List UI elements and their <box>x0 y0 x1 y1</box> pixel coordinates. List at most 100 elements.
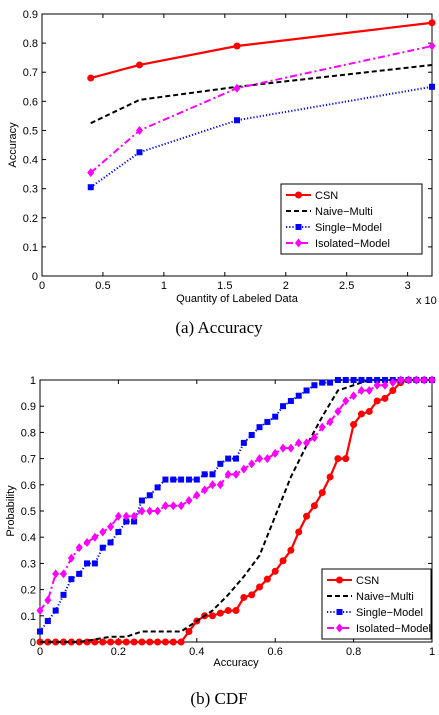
data-point <box>381 394 389 402</box>
data-point <box>76 570 83 577</box>
data-point <box>122 638 130 646</box>
series-naive-multi <box>90 63 433 125</box>
x-tick-label: 0.8 <box>346 646 361 658</box>
x-tick-label: 0.5 <box>95 280 110 292</box>
data-point <box>327 379 334 386</box>
data-point <box>201 485 209 495</box>
data-point <box>357 410 365 418</box>
data-point <box>279 443 287 453</box>
data-point <box>123 518 130 525</box>
data-point <box>83 537 91 547</box>
data-point <box>154 638 162 646</box>
data-point <box>107 638 115 646</box>
data-point <box>365 385 373 395</box>
data-point <box>263 575 271 583</box>
series-isolated-model <box>36 375 436 616</box>
data-point <box>201 471 208 478</box>
data-point <box>52 569 60 579</box>
data-point <box>420 375 428 385</box>
data-point <box>233 455 239 462</box>
legend-entry: Naive−Multi <box>315 206 373 218</box>
x-multiplier-label: x 10 <box>416 295 437 307</box>
data-point <box>67 553 75 563</box>
legend-entry: Isolated−Model <box>315 238 390 250</box>
data-point <box>373 380 381 390</box>
data-point <box>404 375 412 385</box>
y-tick-label: 1 <box>30 375 36 387</box>
data-point <box>224 469 232 479</box>
y-axis-label: Probability <box>5 485 17 537</box>
x-tick-label: 0 <box>39 280 45 292</box>
data-point <box>178 476 185 483</box>
y-tick-label: 0.2 <box>23 213 38 225</box>
data-point <box>107 539 114 546</box>
data-point <box>248 591 256 599</box>
data-point <box>389 386 397 394</box>
y-tick-label: 0.8 <box>23 38 38 50</box>
data-point <box>185 476 192 483</box>
data-point <box>334 377 341 383</box>
data-point <box>280 403 287 410</box>
data-point <box>256 454 264 464</box>
y-tick-label: 0.4 <box>21 532 36 544</box>
legend-swatch-marker <box>295 191 302 199</box>
y-tick-label: 0.4 <box>23 155 38 167</box>
legend-entry: Isolated−Model <box>356 623 431 635</box>
legend: CSN Naive−Multi Single−Model Isolated−Model <box>321 568 432 640</box>
x-tick-label: 0 <box>37 646 43 658</box>
legend-swatch-marker <box>336 623 343 633</box>
figure-caption: (a) Accuracy <box>175 318 263 337</box>
data-point <box>91 560 98 567</box>
data-point <box>154 484 161 491</box>
data-point <box>342 396 350 406</box>
data-point <box>240 593 248 601</box>
data-point <box>60 591 67 598</box>
data-point <box>154 506 162 516</box>
data-point <box>87 184 94 191</box>
data-point <box>303 387 310 394</box>
data-point <box>60 569 68 579</box>
legend-entry: Single−Model <box>315 222 382 234</box>
data-point <box>130 638 138 646</box>
data-point <box>412 375 420 385</box>
data-point <box>217 460 224 467</box>
data-point <box>114 511 122 521</box>
data-point <box>208 480 216 490</box>
x-tick-label: 3 <box>405 280 411 292</box>
x-tick-label: 1.5 <box>217 280 232 292</box>
data-point <box>256 424 263 431</box>
data-point <box>374 377 381 383</box>
data-point <box>87 74 95 82</box>
data-point <box>381 377 388 383</box>
data-point <box>37 628 43 635</box>
data-point <box>342 455 350 463</box>
data-point <box>428 41 436 51</box>
x-tick-label: 1 <box>161 280 167 292</box>
data-point <box>84 560 91 567</box>
data-point <box>138 638 146 646</box>
legend-entry: Single−Model <box>356 607 423 619</box>
y-tick-label: 0.5 <box>21 506 36 518</box>
data-point <box>68 576 75 583</box>
data-point <box>99 527 107 537</box>
y-tick-label: 0.1 <box>21 611 36 623</box>
data-point <box>232 469 240 479</box>
data-point <box>115 528 122 535</box>
x-axis-label: Quantity of Labeled Data <box>176 293 299 305</box>
y-tick-label: 0.3 <box>23 184 38 196</box>
data-point <box>271 448 279 458</box>
data-point <box>287 397 294 404</box>
data-point <box>303 512 311 520</box>
data-point <box>185 628 193 636</box>
y-tick-label: 0 <box>32 271 38 283</box>
data-point <box>136 61 143 69</box>
data-point <box>428 375 436 385</box>
data-point <box>177 638 185 646</box>
x-tick-label: 2 <box>283 280 289 292</box>
data-point <box>114 638 122 646</box>
data-point <box>224 607 232 615</box>
data-point <box>397 375 405 385</box>
data-point <box>295 438 303 448</box>
data-point <box>177 501 185 511</box>
data-point <box>234 117 240 124</box>
